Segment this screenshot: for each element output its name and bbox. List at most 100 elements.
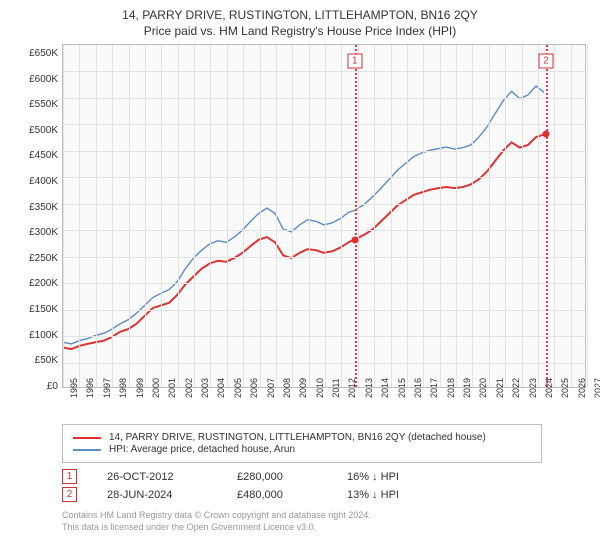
x-tick-label: 2004	[209, 378, 226, 398]
grid-line	[63, 310, 585, 311]
y-tick-label: £200K	[29, 278, 58, 289]
grid-line	[341, 45, 342, 387]
marker-dot-icon	[542, 130, 549, 137]
x-tick-label: 2024	[537, 378, 554, 398]
legend: 14, PARRY DRIVE, RUSTINGTON, LITTLEHAMPT…	[62, 424, 542, 463]
chart-area: £650K£600K£550K£500K£450K£400K£350K£300K…	[14, 44, 586, 406]
x-tick-label: 1996	[78, 378, 95, 398]
x-tick-label: 2009	[291, 378, 308, 398]
grid-line	[63, 363, 585, 364]
y-tick-label: £300K	[29, 227, 58, 238]
x-tick-label: 2018	[439, 378, 456, 398]
y-tick-label: £50K	[35, 355, 58, 366]
grid-line	[587, 45, 588, 387]
y-tick-label: £400K	[29, 176, 58, 187]
hpi-cell: 16% ↓ HPI	[347, 471, 447, 483]
grid-line	[292, 45, 293, 387]
x-tick-label: 2021	[488, 378, 505, 398]
chart-title: 14, PARRY DRIVE, RUSTINGTON, LITTLEHAMPT…	[14, 8, 586, 38]
x-tick-label: 2027	[586, 378, 600, 398]
x-tick-label: 2012	[340, 378, 357, 398]
footer: Contains HM Land Registry data © Crown c…	[62, 510, 586, 533]
x-tick-label: 2022	[504, 378, 521, 398]
x-tick-label: 2008	[275, 378, 292, 398]
hpi-cell: 13% ↓ HPI	[347, 489, 447, 501]
grid-line	[489, 45, 490, 387]
x-tick-label: 2001	[160, 378, 177, 398]
grid-line	[456, 45, 457, 387]
y-tick-label: £250K	[29, 253, 58, 264]
y-axis: £650K£600K£550K£500K£450K£400K£350K£300K…	[14, 44, 58, 388]
grid-line	[112, 45, 113, 387]
grid-line	[325, 45, 326, 387]
legend-label: HPI: Average price, detached house, Arun	[109, 444, 295, 455]
grid-line	[260, 45, 261, 387]
x-tick-label: 2026	[570, 378, 587, 398]
x-tick-label: 2000	[144, 378, 161, 398]
grid-line	[63, 98, 585, 99]
grid-line	[63, 71, 585, 72]
x-tick-label: 1997	[95, 378, 112, 398]
grid-line	[423, 45, 424, 387]
marker-dot-icon	[351, 236, 358, 243]
x-tick-label: 2015	[390, 378, 407, 398]
grid-line	[407, 45, 408, 387]
price-cell: £280,000	[237, 471, 317, 483]
grid-line	[210, 45, 211, 387]
x-tick-label: 2017	[422, 378, 439, 398]
marker-badge-icon: 1	[62, 469, 77, 484]
transaction-table: 1 26-OCT-2012 £280,000 16% ↓ HPI 2 28-JU…	[62, 469, 586, 502]
date-cell: 28-JUN-2024	[107, 489, 207, 501]
x-tick-label: 2023	[521, 378, 538, 398]
x-tick-label: 2011	[324, 378, 341, 397]
legend-item-hpi: HPI: Average price, detached house, Arun	[73, 444, 531, 455]
grid-line	[63, 204, 585, 205]
y-tick-label: £150K	[29, 304, 58, 315]
legend-swatch-icon	[73, 437, 101, 439]
grid-line	[161, 45, 162, 387]
grid-line	[63, 257, 585, 258]
y-tick-label: £350K	[29, 202, 58, 213]
grid-line	[391, 45, 392, 387]
x-tick-label: 2025	[553, 378, 570, 398]
grid-line	[554, 45, 555, 387]
y-tick-label: £550K	[29, 99, 58, 110]
grid-line	[374, 45, 375, 387]
grid-line	[538, 45, 539, 387]
table-row: 2 28-JUN-2024 £480,000 13% ↓ HPI	[62, 487, 586, 502]
grid-line	[276, 45, 277, 387]
legend-label: 14, PARRY DRIVE, RUSTINGTON, LITTLEHAMPT…	[109, 432, 486, 443]
grid-line	[63, 336, 585, 337]
x-axis: 1995199619971998199920002001200220032004…	[62, 388, 586, 406]
y-tick-label: £600K	[29, 74, 58, 85]
grid-line	[129, 45, 130, 387]
grid-line	[63, 230, 585, 231]
y-tick-label: £500K	[29, 125, 58, 136]
x-tick-label: 2014	[373, 378, 390, 398]
grid-line	[96, 45, 97, 387]
grid-line	[522, 45, 523, 387]
x-tick-label: 2020	[471, 378, 488, 398]
y-tick-label: £450K	[29, 150, 58, 161]
grid-line	[440, 45, 441, 387]
grid-line	[79, 45, 80, 387]
grid-line	[472, 45, 473, 387]
x-tick-label: 2006	[242, 378, 259, 398]
x-tick-label: 2007	[259, 378, 276, 398]
y-tick-label: £100K	[29, 330, 58, 341]
grid-line	[178, 45, 179, 387]
x-tick-label: 2013	[357, 378, 374, 398]
grid-line	[505, 45, 506, 387]
x-tick-label: 1998	[111, 378, 128, 398]
grid-line	[194, 45, 195, 387]
grid-line	[571, 45, 572, 387]
x-tick-label: 2016	[406, 378, 423, 398]
footer-line-1: Contains HM Land Registry data © Crown c…	[62, 510, 586, 522]
title-line-2: Price paid vs. HM Land Registry's House …	[14, 24, 586, 38]
grid-line	[63, 177, 585, 178]
footer-line-2: This data is licensed under the Open Gov…	[62, 522, 586, 534]
price-cell: £480,000	[237, 489, 317, 501]
date-cell: 26-OCT-2012	[107, 471, 207, 483]
marker-badge-icon: 2	[62, 487, 77, 502]
legend-item-price-paid: 14, PARRY DRIVE, RUSTINGTON, LITTLEHAMPT…	[73, 432, 531, 443]
